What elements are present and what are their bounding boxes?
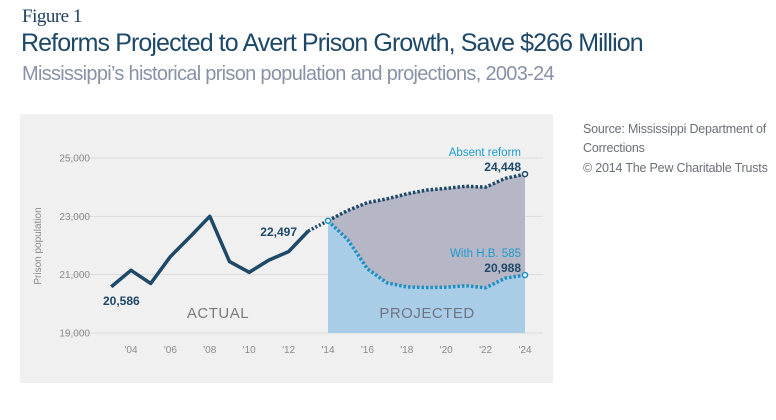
y-tick-label: 21,000 [59,270,90,281]
x-tick-label: '08 [203,345,216,356]
x-tick-label: '12 [282,345,295,356]
data-label: 20,988 [484,261,521,275]
source-note: Source: Mississippi Department of Correc… [583,122,767,155]
projected-region-label: PROJECTED [379,305,474,322]
absent-reform-line [327,172,526,223]
y-tick-label: 23,000 [59,212,90,223]
actual-region-label: ACTUAL [187,305,249,322]
data-label: 20,586 [103,294,140,308]
x-tick-label: '24 [518,345,531,356]
y-tick-label: 19,000 [59,329,90,340]
x-tick-label: '06 [164,345,177,356]
x-tick-label: '22 [479,345,492,356]
copyright-note: © 2014 The Pew Charitable Trusts [583,161,768,175]
with-reform-line [326,219,526,290]
absent-reform-endpoint [521,170,529,178]
chart-subtitle: Mississippi’s historical prison populati… [22,63,555,85]
with-reform-area [328,220,525,333]
with-reform-endpoint [521,271,529,279]
absent-reform-label: Absent reform [449,147,521,159]
absent-reform-area [328,174,525,288]
x-tick-label: '20 [440,345,453,356]
x-tick-label: '18 [400,345,413,356]
figure-label: Figure 1 [22,6,82,27]
data-label: 22,497 [260,225,297,239]
data-label: 24,448 [484,160,521,174]
y-tick-label: 25,000 [59,154,90,165]
actual-line [110,214,310,289]
chart-title: Reforms Projected to Avert Prison Growth… [21,29,644,57]
x-tick-label: '14 [321,345,334,356]
y-axis-label: Prison population [33,207,44,284]
with-reform-label: With H.B. 585 [450,248,521,260]
x-tick-label: '16 [361,345,374,356]
projection-start-point [324,217,332,224]
x-tick-label: '10 [243,345,256,356]
x-tick-label: '04 [124,345,137,356]
